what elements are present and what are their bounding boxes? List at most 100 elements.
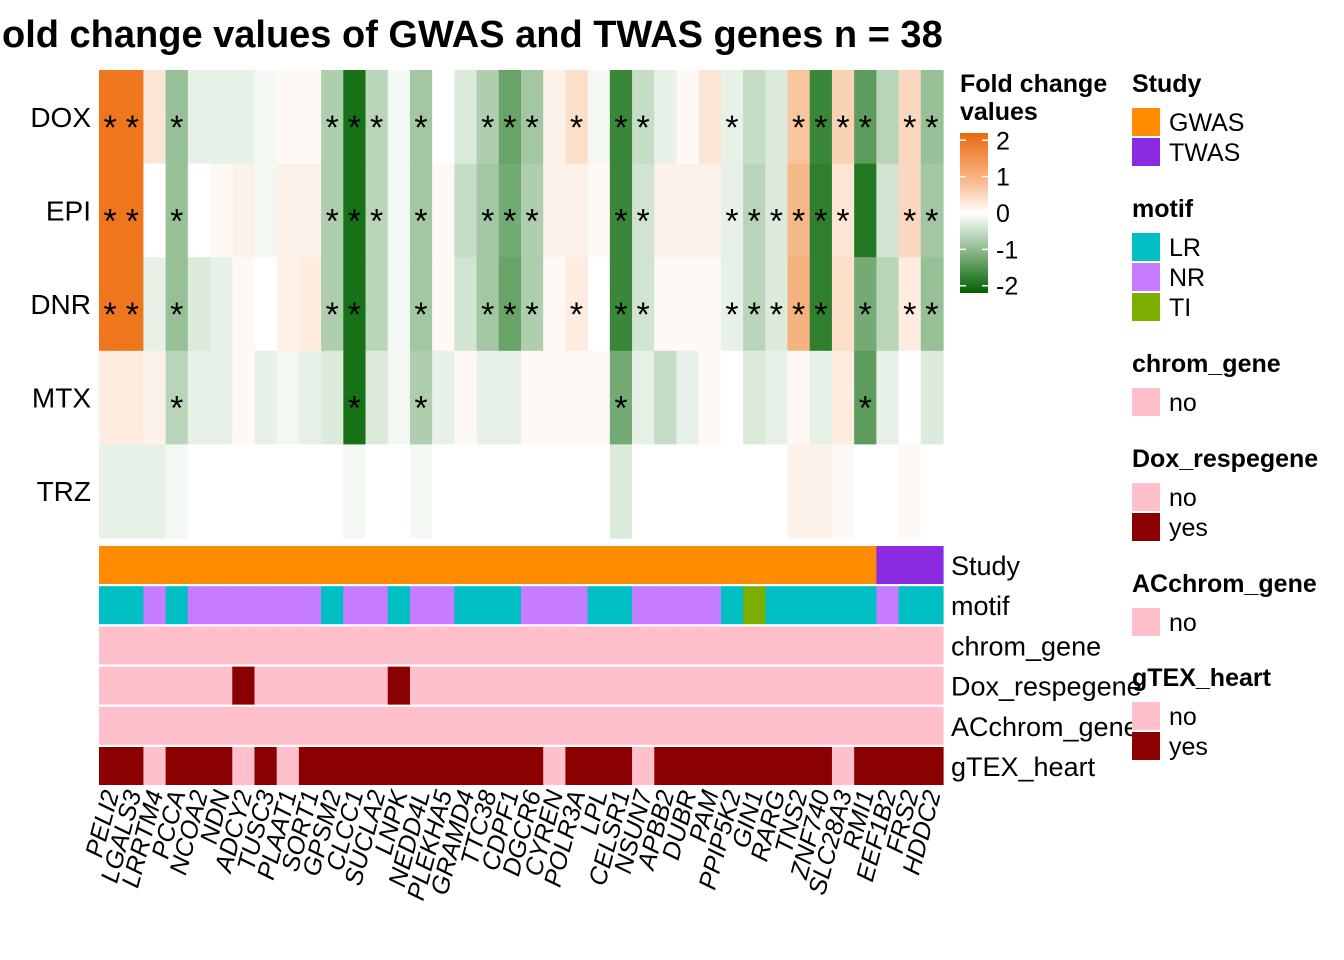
annotation-cell	[254, 626, 278, 665]
annotation-cell	[232, 666, 256, 705]
heatmap-cell	[210, 257, 233, 352]
heatmap-cell	[476, 70, 500, 165]
heatmap-cell	[632, 163, 655, 258]
annotation-cell	[143, 626, 167, 665]
heatmap-cell	[743, 350, 766, 445]
heatmap-cell	[720, 444, 744, 539]
annotation-cell	[476, 666, 500, 705]
annotation-cell	[698, 546, 722, 584]
annotation-cell	[920, 626, 944, 665]
heatmap-cell	[854, 350, 877, 445]
annotation-cell	[143, 586, 167, 625]
heatmap-body	[99, 70, 944, 539]
heatmap-cell	[165, 444, 189, 539]
heatmap-cell	[809, 163, 833, 258]
annotation-cell	[587, 666, 611, 705]
significance-star: *	[348, 390, 361, 428]
annotation-cell	[298, 546, 322, 584]
annotation-cell	[809, 666, 833, 705]
heatmap-cell	[609, 70, 633, 165]
annotation-cell	[720, 706, 744, 745]
heatmap-cell	[99, 444, 122, 539]
significance-star: *	[836, 202, 849, 240]
heatmap-cell	[298, 257, 322, 352]
significance-star: *	[859, 296, 872, 334]
annotation-cell	[454, 747, 478, 785]
significance-star: *	[903, 296, 916, 334]
significance-star: *	[348, 202, 361, 240]
significance-star: *	[637, 296, 650, 334]
heatmap-cell	[210, 444, 233, 539]
row-label: MTX	[32, 383, 91, 414]
heatmap-cell	[521, 350, 544, 445]
heatmap-cell	[343, 163, 367, 258]
legend-label: NR	[1169, 264, 1205, 292]
significance-star: *	[614, 109, 627, 147]
annotation-cell	[298, 747, 322, 785]
significance-star: *	[637, 202, 650, 240]
heatmap-cell	[854, 163, 877, 258]
annotation-cell	[920, 706, 944, 745]
annotation-cell	[254, 586, 278, 625]
heatmap-cell	[143, 70, 167, 165]
legend-label: no	[1169, 484, 1197, 512]
annotation-cell	[121, 546, 145, 584]
heatmap-cell	[587, 163, 611, 258]
heatmap-cell	[409, 70, 433, 165]
annotation-cell	[498, 747, 522, 785]
annotation-cell	[743, 546, 766, 584]
heatmap-cell	[521, 70, 544, 165]
legend-swatch	[1132, 702, 1160, 730]
significance-star: *	[814, 202, 827, 240]
annotation-cell	[187, 706, 211, 745]
annotation-cell	[165, 706, 189, 745]
annotation-cell	[232, 546, 256, 584]
row-label: DNR	[30, 289, 91, 320]
heatmap-cell	[343, 257, 367, 352]
annotation-cell	[498, 546, 522, 584]
annotation-cell	[876, 666, 900, 705]
significance-star: *	[481, 296, 494, 334]
heatmap-cell	[321, 70, 344, 165]
legend-label: LR	[1169, 234, 1201, 262]
annotation-cell	[543, 706, 567, 745]
significance-star: *	[525, 109, 538, 147]
heatmap-cell	[254, 444, 278, 539]
annotation-cell	[232, 706, 256, 745]
significance-star: *	[414, 202, 427, 240]
heatmap-cell	[831, 350, 855, 445]
heatmap-cell	[343, 444, 367, 539]
annotation-cell	[609, 546, 633, 584]
annotation-cell	[787, 586, 811, 625]
heatmap-cell	[187, 444, 211, 539]
heatmap-cell	[232, 444, 256, 539]
annotation-cell	[854, 586, 877, 625]
annotation-cell	[654, 666, 678, 705]
annotation-cell	[676, 666, 700, 705]
heatmap-cell	[498, 70, 522, 165]
annotation-cell	[298, 626, 322, 665]
annotation-cell	[898, 706, 922, 745]
annotation-cell	[743, 666, 766, 705]
heatmap-cell	[187, 350, 211, 445]
significance-star: *	[103, 109, 116, 147]
annotation-cell	[831, 546, 855, 584]
annotation-cell	[698, 666, 722, 705]
legend-swatch	[1132, 293, 1160, 321]
annotation-cell	[809, 586, 833, 625]
annotation-cell	[809, 706, 833, 745]
annotation-cell	[609, 747, 633, 785]
heatmap-cell	[365, 350, 389, 445]
annotation-cell	[365, 706, 389, 745]
annotation-cell	[876, 586, 900, 625]
heatmap-cell	[920, 163, 944, 258]
significance-star: *	[570, 109, 583, 147]
heatmap-cell	[543, 257, 567, 352]
significance-star: *	[481, 109, 494, 147]
annotation-cell	[276, 706, 300, 745]
heatmap-cell	[676, 444, 700, 539]
annotation-cell	[565, 666, 589, 705]
annotation-cell	[321, 546, 344, 584]
legend-swatch	[1132, 233, 1160, 261]
